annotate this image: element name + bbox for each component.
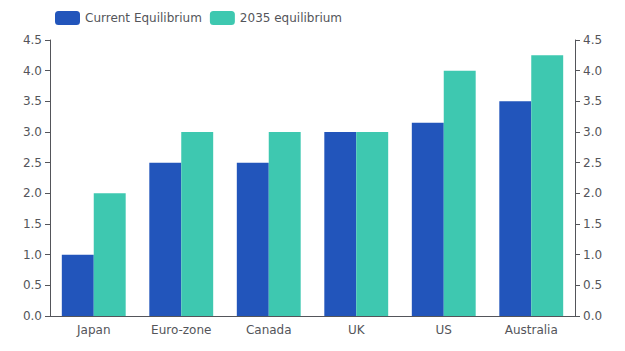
svg-text:0.5: 0.5 [23,278,42,292]
svg-text:Australia: Australia [505,323,558,337]
svg-text:1.5: 1.5 [583,217,602,231]
svg-text:Japan: Japan [76,323,110,337]
svg-text:4.5: 4.5 [583,33,602,47]
svg-text:2.5: 2.5 [583,156,602,170]
svg-text:1.5: 1.5 [23,217,42,231]
svg-text:Current Equilibrium: Current Equilibrium [85,11,202,25]
svg-text:3.5: 3.5 [583,94,602,108]
svg-text:0.0: 0.0 [23,309,42,323]
svg-text:Canada: Canada [246,323,292,337]
svg-text:1.0: 1.0 [583,248,602,262]
svg-text:2.0: 2.0 [583,186,602,200]
svg-text:4.0: 4.0 [23,64,42,78]
svg-text:2.0: 2.0 [23,186,42,200]
svg-text:2.5: 2.5 [23,156,42,170]
svg-text:0.0: 0.0 [583,309,602,323]
svg-text:3.0: 3.0 [23,125,42,139]
svg-text:UK: UK [348,323,366,337]
svg-text:Euro-zone: Euro-zone [151,323,211,337]
svg-text:2035 equilibrium: 2035 equilibrium [240,11,342,25]
svg-text:3.0: 3.0 [583,125,602,139]
svg-text:3.5: 3.5 [23,94,42,108]
svg-text:4.5: 4.5 [23,33,42,47]
svg-text:1.0: 1.0 [23,248,42,262]
svg-text:4.0: 4.0 [583,64,602,78]
svg-text:US: US [436,323,452,337]
svg-text:0.5: 0.5 [583,278,602,292]
